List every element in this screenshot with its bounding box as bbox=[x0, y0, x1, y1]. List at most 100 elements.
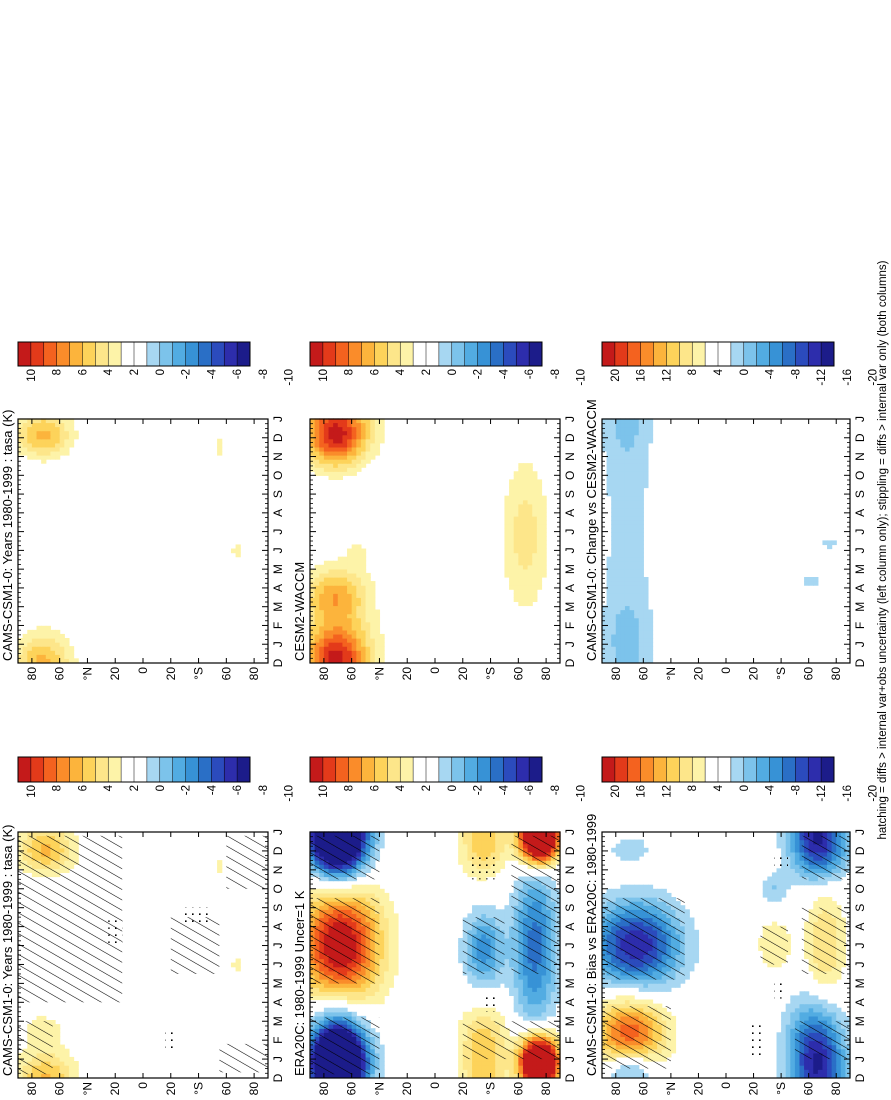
x-tick-label: J bbox=[271, 416, 285, 422]
heatmap-cell bbox=[337, 426, 344, 432]
heatmap-cell bbox=[36, 422, 42, 428]
heatmap-cell bbox=[634, 978, 640, 984]
heatmap-cell bbox=[328, 1073, 334, 1078]
heatmap-cell bbox=[509, 544, 515, 550]
heatmap-cell bbox=[342, 633, 348, 639]
heatmap-cell bbox=[476, 1065, 482, 1070]
heatmap-cell bbox=[472, 1069, 478, 1074]
heatmap-cell bbox=[365, 888, 371, 894]
heatmap-cell bbox=[657, 983, 663, 988]
heatmap-cell bbox=[476, 913, 482, 919]
heatmap-cell bbox=[374, 658, 381, 663]
heatmap-cell bbox=[388, 946, 394, 951]
heatmap-cell bbox=[522, 978, 529, 984]
heatmap-cell bbox=[541, 499, 547, 505]
heatmap-cell bbox=[333, 442, 339, 448]
heatmap-cell bbox=[314, 446, 320, 452]
heatmap-cell bbox=[374, 434, 381, 440]
heatmap-cell bbox=[45, 658, 52, 663]
heatmap-cell bbox=[41, 446, 47, 452]
x-tick-label: J bbox=[563, 416, 577, 422]
heatmap-cell bbox=[504, 568, 510, 574]
heatmap-cell bbox=[684, 946, 690, 951]
heatmap-cell bbox=[509, 520, 515, 525]
heatmap-cell bbox=[370, 605, 376, 611]
heatmap-cell bbox=[347, 987, 353, 992]
heatmap-cell bbox=[347, 621, 353, 627]
heatmap-cell bbox=[328, 581, 334, 586]
heatmap-cell bbox=[532, 974, 538, 980]
heatmap-cell bbox=[532, 552, 538, 558]
heatmap-cell bbox=[365, 601, 371, 607]
heatmap-cell bbox=[513, 524, 519, 529]
heatmap-cell bbox=[365, 613, 371, 619]
heatmap-cell bbox=[499, 843, 506, 849]
heatmap-cell bbox=[379, 638, 385, 643]
panel-title: CAMS-CSM1-0: Years 1980-1999 : tasa (K) bbox=[0, 825, 15, 1076]
heatmap-cell bbox=[541, 495, 547, 501]
heatmap-cell bbox=[314, 463, 320, 468]
heatmap-cell bbox=[379, 999, 385, 1005]
heatmap-cell bbox=[504, 925, 510, 931]
heatmap-cell bbox=[55, 1061, 61, 1066]
heatmap-cell bbox=[794, 1061, 801, 1066]
heatmap-cell bbox=[522, 503, 529, 509]
heatmap-cell bbox=[319, 450, 325, 456]
heatmap-cell bbox=[64, 1056, 70, 1062]
heatmap-cell bbox=[351, 605, 357, 611]
heatmap-cell bbox=[374, 446, 381, 452]
heatmap-cell bbox=[527, 987, 533, 992]
heatmap-cell bbox=[342, 438, 348, 444]
heatmap-cell bbox=[458, 1040, 464, 1046]
heatmap-cell bbox=[680, 978, 686, 984]
heatmap-cell bbox=[647, 983, 654, 988]
heatmap-cell bbox=[384, 966, 390, 972]
heatmap-cell bbox=[347, 463, 353, 468]
heatmap-cell bbox=[518, 491, 524, 497]
heatmap-cell bbox=[374, 617, 381, 623]
heatmap-cell bbox=[817, 1015, 824, 1021]
heatmap-cell bbox=[342, 983, 348, 988]
x-tick-label: J bbox=[271, 547, 285, 553]
heatmap-cell bbox=[467, 974, 473, 980]
heatmap-cell bbox=[310, 888, 316, 894]
heatmap-cell bbox=[513, 576, 519, 582]
heatmap-cell bbox=[342, 576, 348, 582]
heatmap-cell bbox=[360, 581, 367, 586]
heatmap-cell bbox=[27, 650, 33, 655]
heatmap-cell bbox=[328, 991, 334, 996]
heatmap-cell bbox=[458, 937, 464, 943]
heatmap-cell bbox=[351, 597, 357, 602]
heatmap-cell bbox=[68, 426, 75, 432]
heatmap-cell bbox=[536, 495, 543, 501]
heatmap-cell bbox=[319, 1011, 325, 1017]
heatmap-cell bbox=[518, 1065, 524, 1070]
heatmap-cell bbox=[546, 1003, 552, 1009]
heatmap-cell bbox=[647, 978, 654, 984]
heatmap-cell bbox=[384, 978, 390, 984]
heatmap-cell bbox=[509, 528, 515, 533]
heatmap-cell bbox=[384, 974, 390, 980]
heatmap-cell bbox=[458, 942, 464, 947]
heatmap-cell bbox=[328, 650, 334, 655]
heatmap-cell bbox=[328, 430, 334, 436]
heatmap-cell bbox=[351, 621, 357, 627]
heatmap-cell bbox=[527, 1007, 533, 1013]
heatmap-cell bbox=[356, 884, 362, 890]
heatmap-cell bbox=[384, 983, 390, 988]
heatmap-cell bbox=[472, 983, 478, 988]
heatmap-cell bbox=[365, 430, 371, 436]
heatmap-cell bbox=[314, 642, 320, 647]
heatmap-cell bbox=[27, 646, 33, 651]
heatmap-cell bbox=[499, 1061, 506, 1066]
heatmap-cell bbox=[393, 970, 399, 976]
heatmap-cell bbox=[50, 430, 56, 436]
heatmap-cell bbox=[342, 1007, 348, 1013]
heatmap-cell bbox=[536, 1015, 543, 1021]
heatmap-cell bbox=[370, 581, 376, 586]
heatmap-cell bbox=[342, 568, 348, 574]
heatmap-cell bbox=[356, 638, 362, 643]
heatmap-cell bbox=[356, 442, 362, 448]
heatmap-cell bbox=[504, 855, 510, 861]
heatmap-cell bbox=[337, 585, 344, 590]
